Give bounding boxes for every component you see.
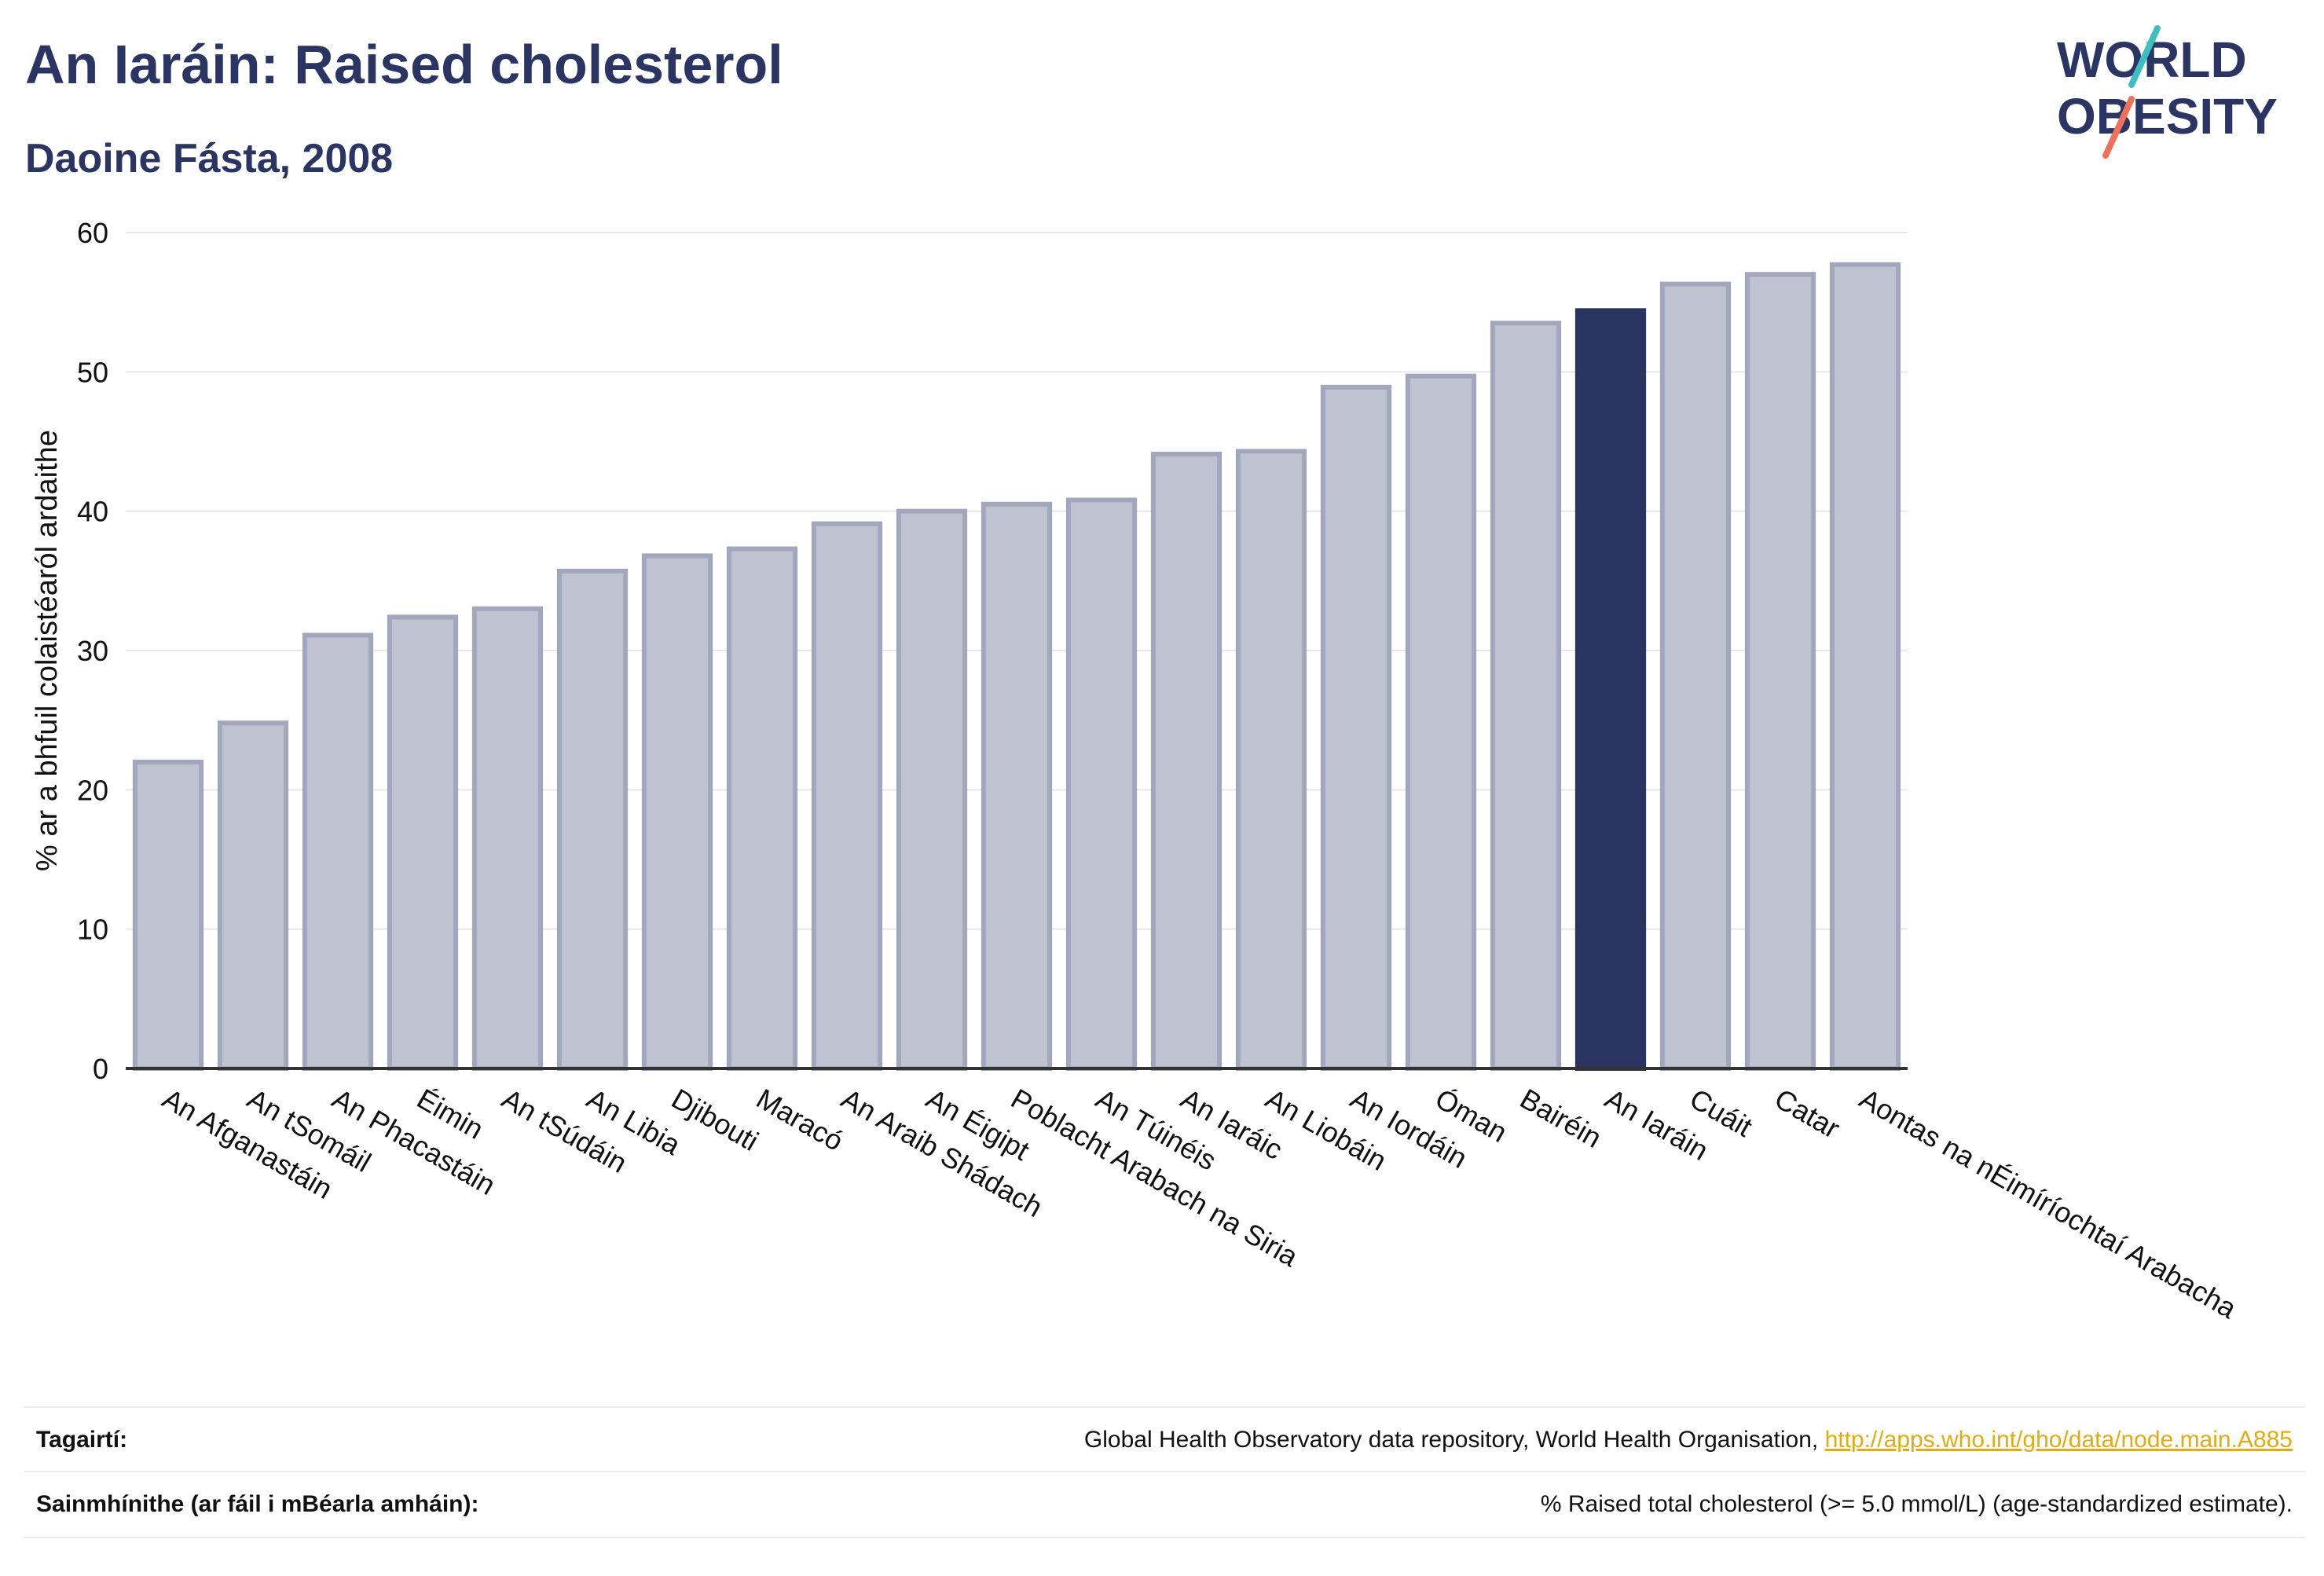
definitions-row: Sainmhínithe (ar fáil i mBéarla amháin):… bbox=[24, 1471, 2305, 1538]
y-tick-label: 40 bbox=[77, 496, 108, 528]
bar bbox=[1320, 384, 1392, 1071]
bar bbox=[981, 501, 1053, 1071]
definitions-value: % Raised total cholesterol (>= 5.0 mmol/… bbox=[1540, 1491, 2293, 1517]
x-tick-label: Bairéin bbox=[1515, 1082, 1607, 1154]
y-tick-label: 60 bbox=[77, 217, 108, 249]
y-tick-label: 10 bbox=[77, 914, 108, 946]
bar bbox=[1235, 449, 1307, 1071]
references-value: Global Health Observatory data repositor… bbox=[1084, 1427, 2293, 1453]
bar bbox=[811, 521, 883, 1071]
bar bbox=[641, 553, 713, 1071]
bar bbox=[1490, 321, 1562, 1071]
world-obesity-logo: WORLD OBESITY bbox=[2057, 25, 2278, 159]
bar bbox=[726, 546, 798, 1071]
references-row: Tagairtí: Global Health Observatory data… bbox=[24, 1406, 2305, 1472]
bar bbox=[217, 720, 289, 1071]
bar bbox=[132, 759, 204, 1071]
x-tick-label: Catar bbox=[1769, 1082, 1846, 1145]
bar bbox=[1405, 373, 1477, 1071]
logo-slash-coral bbox=[2102, 96, 2135, 159]
references-text: Global Health Observatory data repositor… bbox=[1083, 1427, 1825, 1453]
references-label: Tagairtí: bbox=[36, 1427, 128, 1453]
bar bbox=[1659, 281, 1732, 1071]
bar-highlighted bbox=[1574, 308, 1647, 1072]
bar bbox=[1829, 262, 1901, 1071]
x-tick-label: Maracó bbox=[751, 1082, 849, 1157]
bar bbox=[1744, 272, 1816, 1071]
logo-word-obesity: OBESITY bbox=[2057, 88, 2278, 145]
bar bbox=[556, 568, 629, 1071]
page-subtitle: Daoine Fásta, 2008 bbox=[25, 136, 394, 181]
bar bbox=[1150, 451, 1222, 1071]
x-tick-label: Djibouti bbox=[666, 1082, 764, 1157]
references-link[interactable]: http://apps.who.int/gho/data/node.main.A… bbox=[1824, 1427, 2293, 1453]
y-tick-label: 30 bbox=[77, 635, 108, 667]
logo-slash-teal bbox=[2128, 25, 2161, 88]
page-title: An Iaráin: Raised cholesterol bbox=[25, 34, 783, 95]
y-tick-label: 50 bbox=[77, 356, 108, 388]
y-axis-label: % ar a bhfuil colaistéaról ardaithe bbox=[31, 430, 64, 871]
bar bbox=[471, 606, 544, 1071]
bar bbox=[387, 614, 459, 1071]
y-tick-label: 0 bbox=[93, 1053, 108, 1085]
y-tick-label: 20 bbox=[77, 774, 108, 806]
bar bbox=[896, 508, 968, 1071]
x-tick-label: Aontas na nÉimíríochtaí Arabacha bbox=[1854, 1082, 2242, 1325]
bars bbox=[132, 262, 1901, 1072]
bar bbox=[302, 632, 374, 1071]
definitions-label: Sainmhínithe (ar fáil i mBéarla amháin): bbox=[36, 1491, 479, 1517]
bar bbox=[1065, 497, 1138, 1071]
